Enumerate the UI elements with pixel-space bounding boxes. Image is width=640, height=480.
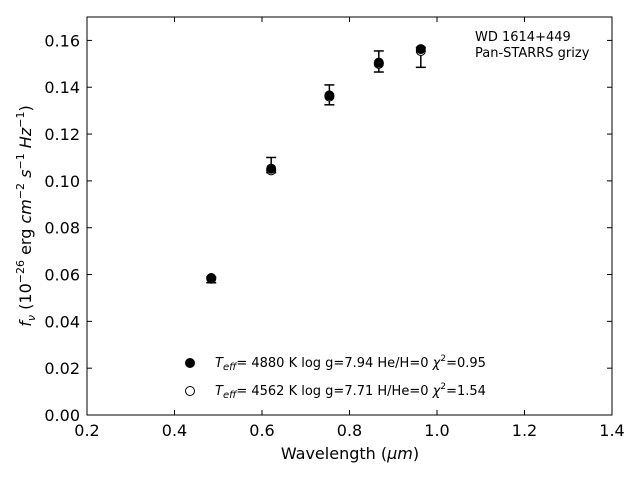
- point-model-filled: [415, 44, 426, 55]
- x-tick-label: 1.2: [512, 421, 537, 440]
- x-tick-label: 0.4: [162, 421, 187, 440]
- y-tick-label: 0.12: [44, 125, 80, 144]
- x-tick-label: 1.4: [599, 421, 624, 440]
- plot-frame: [86, 16, 613, 416]
- y-tick-label: 0.14: [44, 78, 80, 97]
- plot-background: [87, 17, 612, 415]
- x-tick-label: 0.8: [337, 421, 362, 440]
- legend-marker-open: [185, 386, 195, 396]
- tick-labels: 0.2 0.4 0.6 0.8 1.0 1.2 1.4 0.00 0.02 0.04 0.06 0.0…: [44, 31, 624, 440]
- x-tick-label: 0.6: [249, 421, 274, 440]
- point-model-filled: [373, 57, 384, 68]
- point-model-filled: [266, 163, 277, 174]
- legend-label-open: Teff= 4562 K log g=7.71 H/He=0 χ2=1.54: [215, 382, 486, 401]
- x-axis-title: Wavelength (μm): [281, 444, 419, 463]
- legend-marker-filled: [185, 358, 195, 368]
- y-tick-label: 0.00: [44, 406, 80, 425]
- y-tick-label: 0.04: [44, 312, 80, 331]
- x-tick-label: 1.0: [424, 421, 449, 440]
- y-tick-label: 0.10: [44, 172, 80, 191]
- data-points: [206, 44, 426, 284]
- y-tick-label: 0.06: [44, 266, 80, 285]
- point-model-filled: [206, 273, 217, 284]
- y-axis-title: fν (10−26 erg cm−2 s−1 Hz−1): [14, 105, 38, 326]
- legend-label-filled: Teff= 4880 K log g=7.94 He/H=0 χ2=0.95: [215, 354, 486, 373]
- x-tick-label: 0.2: [74, 421, 99, 440]
- y-tick-label: 0.08: [44, 219, 80, 238]
- legend: Teff= 4880 K log g=7.94 He/H=0 χ2=0.95 T…: [185, 354, 486, 401]
- annotation-object: WD 1614+449: [475, 30, 571, 45]
- y-tick-label: 0.16: [44, 31, 80, 50]
- y-tick-label: 0.02: [44, 359, 80, 378]
- annotation-survey: Pan-STARRS grizy: [475, 46, 590, 61]
- point-model-filled: [324, 90, 335, 101]
